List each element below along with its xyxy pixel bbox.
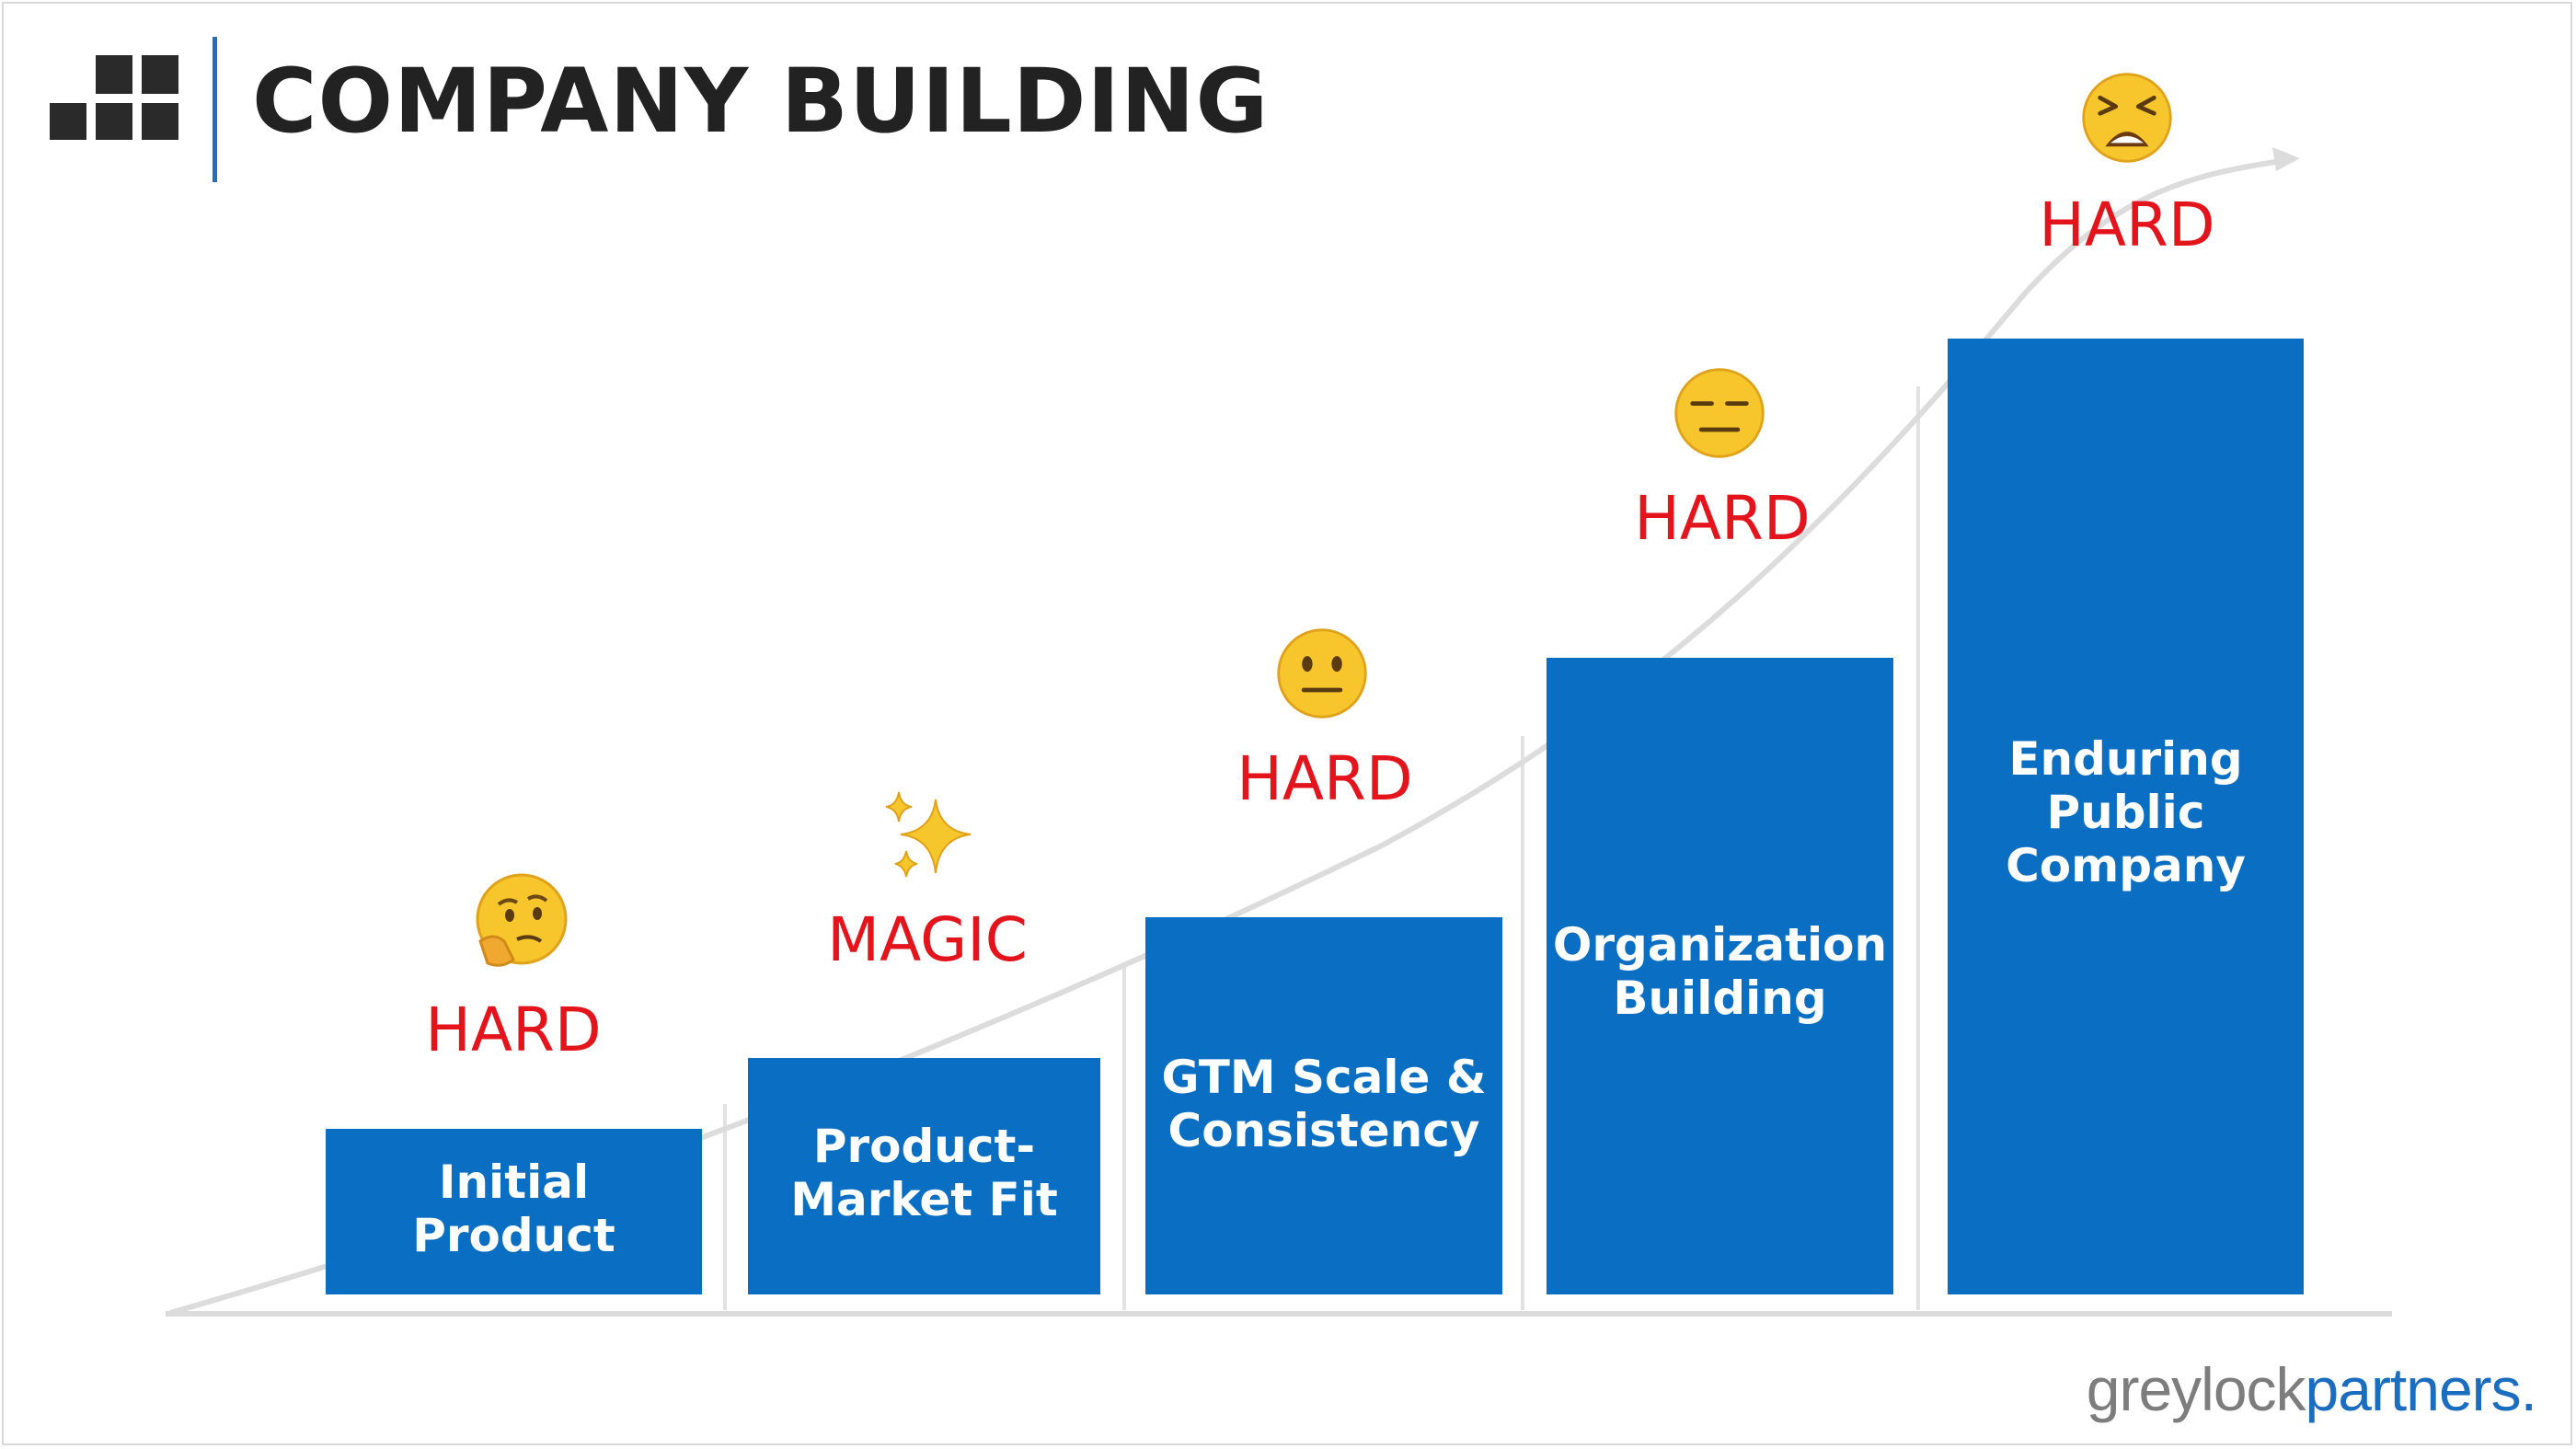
stage-bar-gtm-scale: GTM Scale & Consistency (1145, 917, 1502, 1294)
arrow-head-icon (2272, 147, 2300, 171)
header-divider (213, 37, 217, 182)
difficulty-label: HARD (1236, 743, 1413, 814)
brand-logo: greylockpartners. (2086, 1352, 2537, 1426)
weary-face-icon (2082, 73, 2172, 163)
stage-bar-organization-building: Organization Building (1547, 658, 1893, 1294)
company-logo-icon (50, 55, 178, 140)
brand-name-part2: partners. (2305, 1355, 2537, 1423)
stage-bar-initial-product: Initial Product (326, 1129, 702, 1294)
neutral-face-icon (1277, 628, 1367, 719)
thinking-face-icon (476, 873, 568, 967)
stage-label: Initial Product (412, 1156, 615, 1262)
stage-label: Product-Market Fit (790, 1120, 1058, 1226)
stage-bar-product-market-fit: Product-Market Fit (748, 1058, 1100, 1294)
page-title: COMPANY BUILDING (252, 50, 1270, 153)
stage-label: GTM Scale & Consistency (1161, 1051, 1487, 1157)
stage-label: Enduring Public Company (2006, 732, 2246, 892)
stage-bar-enduring-public-company: Enduring Public Company (1948, 339, 2304, 1294)
sparkles-icon (885, 791, 972, 878)
expressionless-face-icon (1674, 368, 1765, 458)
difficulty-label: HARD (1634, 483, 1811, 554)
difficulty-label: HARD (425, 995, 602, 1065)
stage-dividers (723, 386, 1920, 1310)
brand-name-part1: greylock (2086, 1355, 2306, 1423)
difficulty-label: MAGIC (827, 904, 1028, 975)
stage-label: Organization Building (1552, 918, 1888, 1025)
difficulty-label: HARD (2039, 190, 2215, 260)
